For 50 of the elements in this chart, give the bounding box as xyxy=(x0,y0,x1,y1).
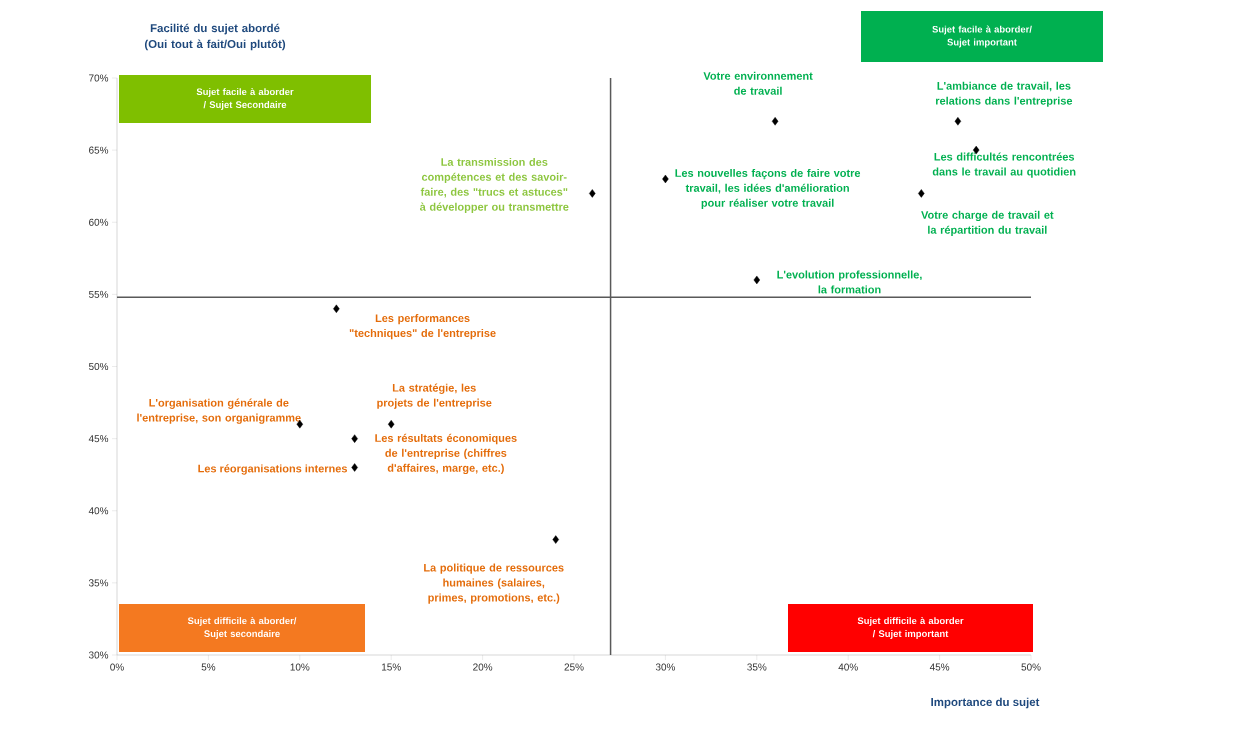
y-tick-label: 70% xyxy=(89,74,109,82)
x-tick-label: 30% xyxy=(655,663,676,671)
x-tick-label: 40% xyxy=(838,663,858,671)
data-label: Les nouvelles façons de faire votre travail, les idées d'amélioration pour réaliser votre travail xyxy=(675,168,861,210)
point xyxy=(918,189,925,198)
point xyxy=(351,434,358,443)
y-tick-label: 60% xyxy=(89,218,109,226)
data-label: La stratégie, les projets de l'entreprise xyxy=(377,383,492,409)
y-tick-label: 55% xyxy=(88,290,109,298)
y-axis-title: Facilité du sujet abordé (Oui tout à fait/Oui plutôt) xyxy=(144,23,286,51)
data-label: Votre environnement de travail xyxy=(703,71,813,95)
data-label: Les difficultés rencontrées dans le travail au quotidien xyxy=(932,152,1076,178)
data-label: Les résultats économiques de l'entreprise (chiffres d'affaires, marge, etc.) xyxy=(375,433,517,475)
x-tick-label: 50% xyxy=(1021,663,1041,671)
data-label: Les réorganisations internes xyxy=(198,464,347,475)
data-label: L'organisation générale de l'entreprise, son organigramme xyxy=(137,398,301,424)
point xyxy=(771,117,779,126)
point xyxy=(662,174,669,184)
data-label: La politique de ressources humaines (salaires, primes, promotions, etc.) xyxy=(424,563,564,604)
data-label: Les performances "techniques" de l'entreprise xyxy=(349,314,496,340)
y-tick-label: 65% xyxy=(89,146,109,154)
annotation: Sujet difficile à aborder/ Sujet secondaire xyxy=(187,617,297,639)
point xyxy=(333,304,340,313)
y-tick-label: 30% xyxy=(88,651,109,659)
y-tick-label: 50% xyxy=(88,362,109,371)
x-tick-label: 10% xyxy=(290,663,310,671)
annotation: Sujet difficile à aborder / Sujet important xyxy=(857,617,964,639)
data-label: L'ambiance de travail, les relations dans l'entreprise xyxy=(936,81,1073,107)
y-tick-label: 45% xyxy=(88,435,109,443)
x-tick-label: 20% xyxy=(473,663,493,671)
x-tick-label: 5% xyxy=(201,663,216,671)
x-tick-label: 45% xyxy=(929,663,950,671)
x-tick-label: 35% xyxy=(747,663,767,671)
point xyxy=(753,275,761,285)
x-tick-label: 0% xyxy=(110,663,124,671)
x-tick-label: 15% xyxy=(382,663,401,671)
data-label: La transmission des compétences et des savoir-faire, des "trucs et astuces" à développer ou transmettre xyxy=(419,157,569,213)
point xyxy=(954,117,962,126)
point xyxy=(351,463,358,472)
point xyxy=(552,535,559,544)
data-label: Votre charge de travail et la répartition du travail xyxy=(921,210,1054,236)
point xyxy=(589,189,596,198)
y-tick-label: 40% xyxy=(88,507,109,515)
x-tick-label: 25% xyxy=(564,663,584,671)
x-axis-title: Importance du sujet xyxy=(931,697,1040,709)
text: Sujet facile à aborder/ Sujet important xyxy=(932,25,1032,48)
annotation: Sujet facile à aborder / Sujet Secondaire xyxy=(196,88,294,110)
y-tick-label: 35% xyxy=(88,579,109,587)
point xyxy=(388,420,395,429)
data-label: L'evolution professionnelle, la formation xyxy=(777,270,922,294)
